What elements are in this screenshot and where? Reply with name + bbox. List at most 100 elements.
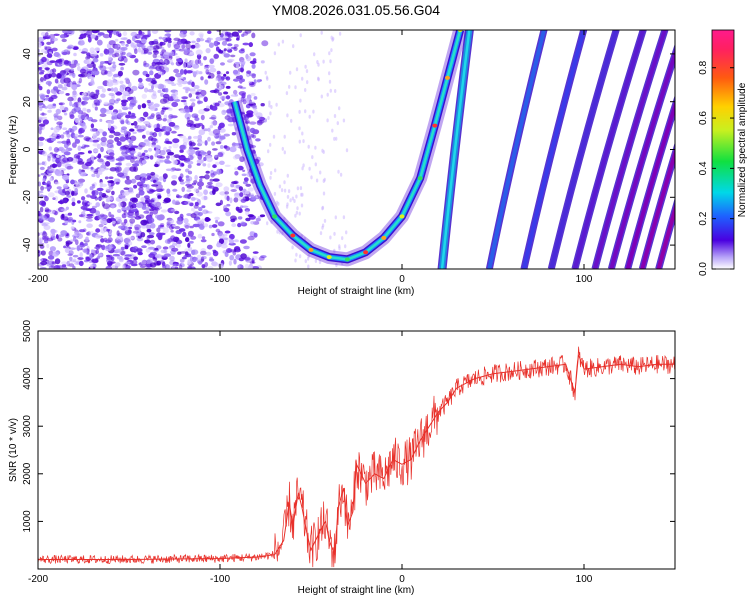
noise-speckle (275, 200, 279, 205)
noise-speckle (148, 147, 153, 152)
noise-speckle (150, 199, 155, 203)
noise-speckle (184, 58, 188, 63)
noise-speckle (260, 103, 265, 107)
noise-speckle (281, 231, 284, 236)
noise-speckle (137, 151, 142, 157)
noise-speckle (157, 83, 165, 90)
noise-speckle (298, 126, 301, 131)
noise-speckle (232, 155, 239, 160)
noise-speckle (108, 176, 114, 179)
noise-speckle (277, 42, 280, 47)
noise-speckle (39, 106, 43, 111)
noise-speckle (181, 96, 188, 100)
dispersion-band (592, 30, 668, 269)
noise-speckle (233, 46, 238, 51)
noise-speckle (135, 210, 140, 217)
noise-speckle (154, 163, 159, 168)
noise-speckle (204, 174, 210, 180)
noise-speckle (163, 146, 168, 152)
noise-speckle (206, 72, 212, 75)
noise-speckle (128, 140, 134, 144)
noise-speckle (130, 42, 137, 48)
noise-speckle (116, 209, 122, 213)
noise-speckle (170, 62, 175, 66)
noise-speckle (217, 221, 225, 227)
noise-speckle (187, 230, 194, 237)
noise-speckle (122, 51, 126, 56)
noise-speckle (152, 45, 160, 50)
noise-speckle (95, 202, 100, 208)
noise-speckle (87, 231, 91, 236)
noise-speckle (195, 49, 203, 56)
colorbar-tick-label: 0.6 (698, 111, 709, 125)
noise-speckle (77, 65, 81, 71)
noise-speckle (145, 206, 151, 211)
noise-speckle (85, 218, 93, 222)
noise-speckle (152, 132, 158, 138)
noise-speckle (145, 259, 153, 265)
snr-y-tick-label: 5000 (22, 319, 33, 342)
noise-speckle (146, 173, 151, 177)
noise-speckle (149, 104, 156, 111)
noise-speckle (38, 181, 42, 187)
noise-speckle (107, 237, 113, 243)
noise-speckle (52, 68, 57, 73)
noise-speckle (207, 181, 213, 186)
noise-speckle (215, 202, 222, 207)
snr-x-tick-label: 0 (399, 574, 405, 585)
noise-speckle (336, 121, 339, 126)
noise-speckle (69, 101, 73, 107)
noise-speckle (111, 190, 115, 196)
noise-speckle (83, 136, 91, 142)
noise-speckle (89, 81, 95, 86)
noise-speckle (269, 171, 273, 175)
noise-speckle (40, 250, 46, 256)
noise-speckle (44, 46, 52, 51)
noise-speckle (210, 173, 215, 178)
noise-speckle (233, 239, 240, 243)
noise-speckle (217, 152, 224, 158)
noise-speckle (106, 79, 113, 86)
noise-speckle (47, 192, 55, 198)
noise-speckle (119, 146, 126, 152)
noise-speckle (135, 193, 141, 199)
noise-speckle (62, 127, 68, 130)
noise-speckle (189, 51, 195, 55)
noise-speckle (249, 121, 257, 125)
noise-speckle (237, 165, 244, 171)
noise-speckle (86, 63, 94, 69)
noise-speckle (81, 92, 87, 96)
noise-speckle (190, 150, 196, 154)
snr-x-axis-label: Height of straight line (km) (298, 585, 415, 596)
noise-speckle (119, 86, 124, 92)
noise-speckle (208, 185, 215, 189)
noise-speckle (86, 216, 93, 219)
noise-speckle (47, 70, 52, 74)
noise-speckle (185, 175, 190, 179)
noise-speckle (223, 205, 227, 211)
noise-speckle (87, 150, 92, 154)
noise-speckle (98, 216, 105, 220)
noise-speckle (236, 264, 241, 269)
noise-speckle (160, 209, 168, 213)
noise-speckle (181, 256, 187, 260)
noise-speckle (42, 119, 50, 125)
noise-speckle (108, 92, 115, 96)
noise-speckle (241, 173, 247, 177)
ridge-hotspot (363, 250, 369, 255)
noise-speckle (64, 213, 69, 218)
noise-speckle (199, 224, 205, 230)
noise-speckle (147, 242, 151, 246)
noise-speckle (233, 192, 241, 199)
snr-y-tick-label: 1000 (22, 510, 33, 533)
noise-speckle (71, 84, 78, 91)
noise-speckle (180, 99, 187, 103)
noise-speckle (77, 97, 82, 104)
noise-speckle (181, 186, 185, 192)
noise-speckle (97, 85, 104, 90)
noise-speckle (219, 199, 223, 206)
noise-speckle (136, 247, 143, 253)
noise-speckle (245, 210, 250, 216)
noise-speckle (242, 181, 248, 185)
noise-speckle (40, 172, 47, 176)
